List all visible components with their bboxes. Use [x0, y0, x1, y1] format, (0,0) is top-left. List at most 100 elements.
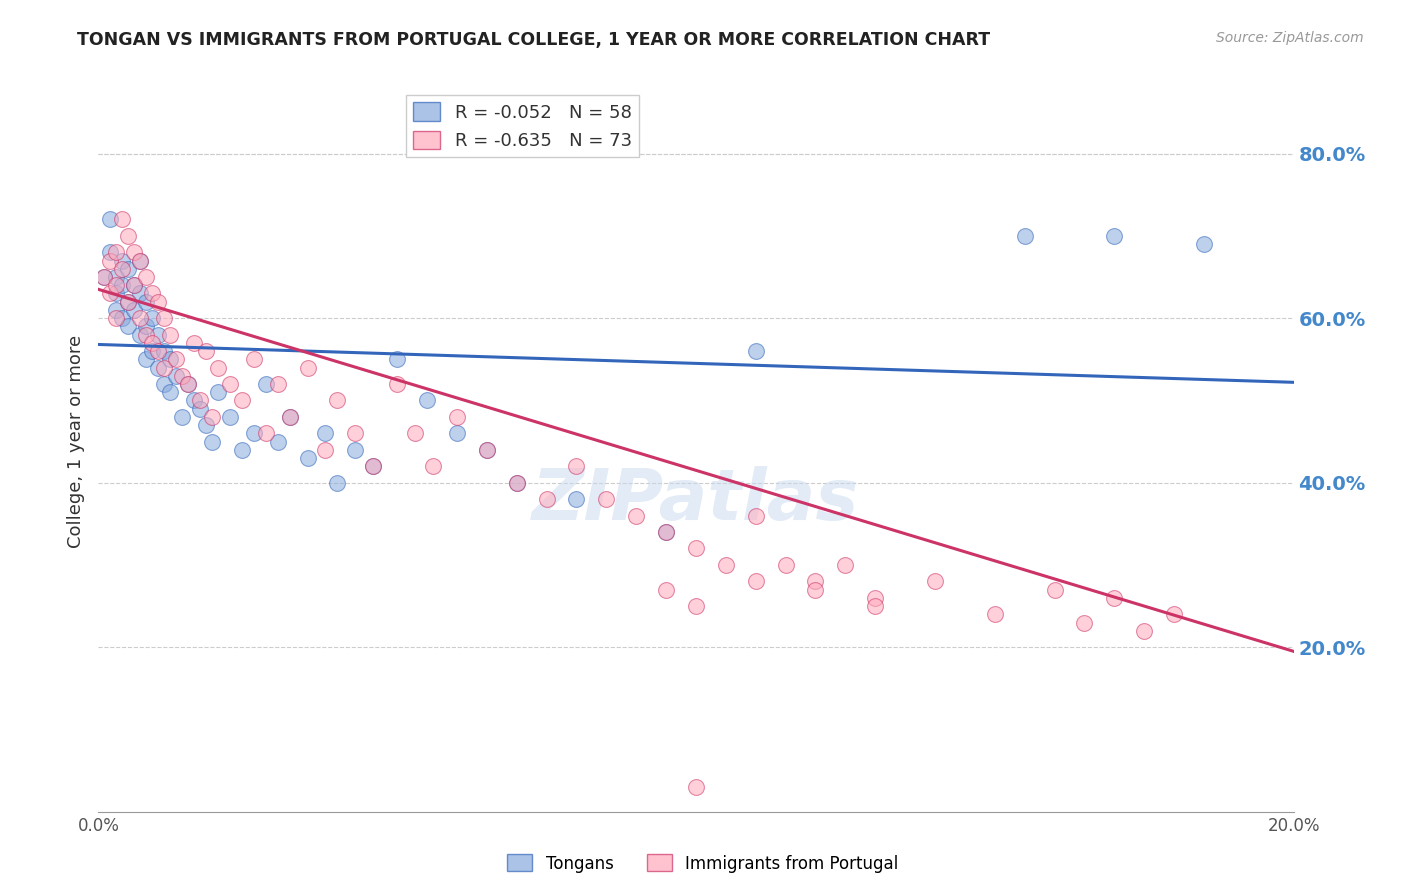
Point [105, 278, 128, 293]
Point [243, 426, 266, 441]
Point [1073, 615, 1095, 630]
Point [984, 607, 1007, 622]
Point [655, 524, 678, 539]
Point [129, 253, 152, 268]
Point [98, 245, 122, 260]
Point [165, 368, 187, 383]
Point [129, 253, 152, 268]
Point [1104, 228, 1126, 243]
Point [93, 270, 115, 285]
Point [745, 574, 768, 589]
Point [124, 278, 146, 293]
Point [207, 385, 229, 400]
Point [183, 393, 205, 408]
Point [93, 270, 115, 285]
Point [416, 393, 439, 408]
Point [195, 418, 218, 433]
Point [124, 302, 146, 317]
Point [254, 376, 277, 391]
Point [1104, 591, 1126, 605]
Point [117, 319, 139, 334]
Point [363, 459, 385, 474]
Point [201, 434, 224, 449]
Point [278, 409, 301, 424]
Point [506, 475, 529, 490]
Point [219, 409, 242, 424]
Point [105, 245, 128, 260]
Point [297, 360, 319, 375]
Point [135, 352, 157, 367]
Point [148, 360, 170, 375]
Point [1133, 624, 1156, 638]
Point [865, 591, 887, 605]
Point [153, 376, 176, 391]
Point [745, 508, 768, 523]
Point [111, 311, 134, 326]
Point [195, 344, 218, 359]
Point [685, 541, 707, 556]
Point [1192, 237, 1215, 252]
Point [177, 376, 200, 391]
Point [201, 409, 224, 424]
Legend: Tongans, Immigrants from Portugal: Tongans, Immigrants from Portugal [501, 847, 905, 880]
Point [297, 450, 319, 465]
Point [207, 360, 229, 375]
Point [924, 574, 946, 589]
Point [243, 352, 266, 367]
Point [117, 294, 139, 309]
Point [135, 270, 157, 285]
Point [267, 376, 290, 391]
Point [565, 492, 588, 507]
Point [98, 253, 122, 268]
Point [153, 311, 176, 326]
Text: Source: ZipAtlas.com: Source: ZipAtlas.com [1216, 31, 1364, 45]
Point [475, 442, 498, 457]
Text: ZIPatlas: ZIPatlas [533, 467, 859, 535]
Point [98, 286, 122, 301]
Point [124, 245, 146, 260]
Point [231, 442, 253, 457]
Point [865, 599, 887, 613]
Point [183, 335, 205, 350]
Point [153, 344, 176, 359]
Point [105, 270, 128, 285]
Point [177, 376, 200, 391]
Point [446, 426, 468, 441]
Point [129, 311, 152, 326]
Point [506, 475, 529, 490]
Point [117, 228, 139, 243]
Point [804, 582, 827, 597]
Point [117, 261, 139, 276]
Point [315, 442, 337, 457]
Point [1014, 228, 1036, 243]
Point [536, 492, 558, 507]
Point [344, 426, 367, 441]
Point [124, 278, 146, 293]
Point [165, 352, 187, 367]
Point [685, 780, 707, 794]
Point [315, 426, 337, 441]
Point [385, 376, 409, 391]
Point [105, 286, 128, 301]
Point [141, 335, 163, 350]
Point [775, 558, 797, 572]
Point [626, 508, 648, 523]
Legend: R = -0.052   N = 58, R = -0.635   N = 73: R = -0.052 N = 58, R = -0.635 N = 73 [406, 95, 640, 157]
Point [834, 558, 856, 572]
Point [475, 442, 498, 457]
Point [422, 459, 444, 474]
Point [326, 475, 349, 490]
Point [363, 459, 385, 474]
Point [159, 385, 181, 400]
Point [1163, 607, 1185, 622]
Y-axis label: College, 1 year or more: College, 1 year or more [66, 335, 84, 548]
Point [655, 524, 678, 539]
Point [714, 558, 737, 572]
Point [172, 409, 194, 424]
Point [111, 253, 134, 268]
Point [231, 393, 253, 408]
Point [404, 426, 426, 441]
Point [267, 434, 290, 449]
Point [135, 294, 157, 309]
Point [595, 492, 617, 507]
